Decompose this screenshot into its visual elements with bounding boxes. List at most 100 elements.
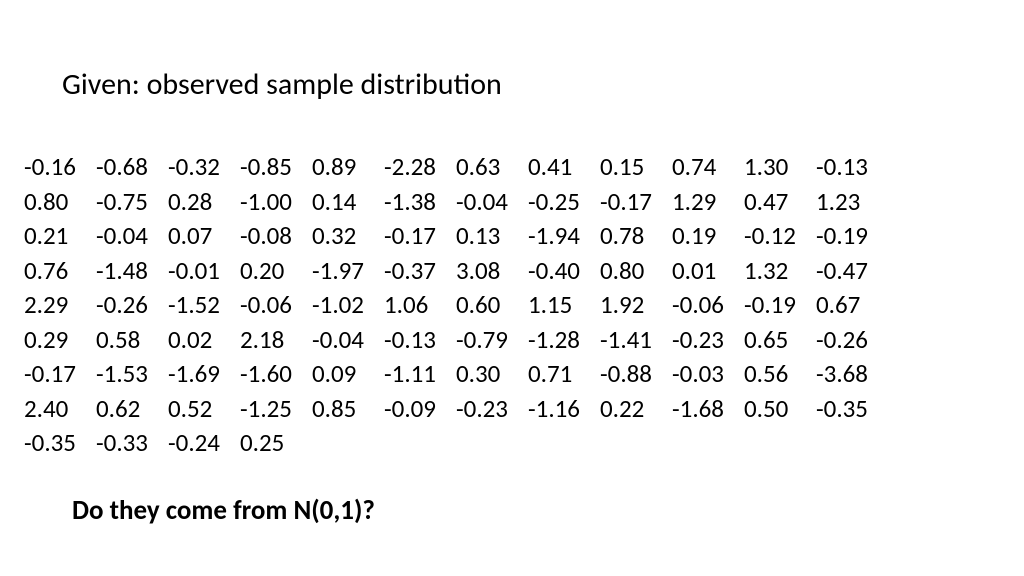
table-cell: 0.13 (456, 219, 528, 254)
table-cell: 2.18 (240, 323, 312, 358)
table-cell: 0.67 (816, 288, 888, 323)
table-cell: 0.01 (672, 254, 744, 289)
table-cell (384, 426, 456, 461)
table-cell: 0.78 (600, 219, 672, 254)
table-cell: -0.35 (816, 392, 888, 427)
table-cell (600, 426, 672, 461)
table-cell: -0.17 (24, 357, 96, 392)
table-cell: 0.32 (312, 219, 384, 254)
table-cell (528, 426, 600, 461)
table-cell: 2.40 (24, 392, 96, 427)
table-cell: -0.09 (384, 392, 456, 427)
table-cell: 0.71 (528, 357, 600, 392)
table-cell: -0.06 (240, 288, 312, 323)
table-cell: -1.02 (312, 288, 384, 323)
table-cell: 1.30 (744, 150, 816, 185)
table-cell: 0.89 (312, 150, 384, 185)
table-cell: -1.97 (312, 254, 384, 289)
table-cell: 0.58 (96, 323, 168, 358)
table-cell: -1.38 (384, 185, 456, 220)
table-cell: 0.50 (744, 392, 816, 427)
table-cell: -1.25 (240, 392, 312, 427)
table-cell: -0.32 (168, 150, 240, 185)
table-cell: -0.79 (456, 323, 528, 358)
table-cell: -0.85 (240, 150, 312, 185)
table-cell: -3.68 (816, 357, 888, 392)
table-cell: -0.12 (744, 219, 816, 254)
table-cell: -0.25 (528, 185, 600, 220)
table-cell: -0.13 (816, 150, 888, 185)
table-cell: -0.03 (672, 357, 744, 392)
table-cell: -1.60 (240, 357, 312, 392)
table-cell: -0.47 (816, 254, 888, 289)
data-block: -0.16-0.68-0.32-0.850.89-2.280.630.410.1… (24, 150, 1004, 461)
table-cell: -0.17 (384, 219, 456, 254)
table-cell: -1.53 (96, 357, 168, 392)
slide-question: Do they come from N(0,1)? (72, 494, 375, 527)
table-cell: 0.22 (600, 392, 672, 427)
table-cell: 0.65 (744, 323, 816, 358)
table-cell: 0.21 (24, 219, 96, 254)
table-cell: 0.56 (744, 357, 816, 392)
table-cell: 0.07 (168, 219, 240, 254)
table-cell: -0.23 (456, 392, 528, 427)
table-row: -0.35-0.33-0.240.25 (24, 426, 888, 461)
table-cell (816, 426, 888, 461)
table-cell: -0.08 (240, 219, 312, 254)
table-cell: 0.29 (24, 323, 96, 358)
table-cell: 0.76 (24, 254, 96, 289)
table-cell: 0.20 (240, 254, 312, 289)
table-cell: -0.13 (384, 323, 456, 358)
table-cell: 0.47 (744, 185, 816, 220)
table-cell: -0.88 (600, 357, 672, 392)
table-cell: 1.29 (672, 185, 744, 220)
table-cell: 0.60 (456, 288, 528, 323)
table-cell: 0.52 (168, 392, 240, 427)
table-cell: -0.68 (96, 150, 168, 185)
table-cell: -0.16 (24, 150, 96, 185)
table-cell: 0.28 (168, 185, 240, 220)
table-cell (744, 426, 816, 461)
table-cell: -1.00 (240, 185, 312, 220)
table-cell: 0.09 (312, 357, 384, 392)
table-cell: -1.94 (528, 219, 600, 254)
table-cell: -1.68 (672, 392, 744, 427)
table-cell: 3.08 (456, 254, 528, 289)
table-cell: -0.19 (816, 219, 888, 254)
table-cell: 1.15 (528, 288, 600, 323)
table-cell: -1.48 (96, 254, 168, 289)
table-cell: -0.23 (672, 323, 744, 358)
table-cell (456, 426, 528, 461)
table-row: 2.29-0.26-1.52-0.06-1.021.060.601.151.92… (24, 288, 888, 323)
table-cell: -0.26 (96, 288, 168, 323)
table-cell: -0.26 (816, 323, 888, 358)
table-row: 0.80-0.750.28-1.000.14-1.38-0.04-0.25-0.… (24, 185, 888, 220)
table-cell: 1.32 (744, 254, 816, 289)
table-cell: -0.04 (456, 185, 528, 220)
table-cell: 0.80 (600, 254, 672, 289)
table-row: 0.76-1.48-0.010.20-1.97-0.373.08-0.400.8… (24, 254, 888, 289)
table-cell: 0.14 (312, 185, 384, 220)
table-cell: -1.28 (528, 323, 600, 358)
table-row: 2.400.620.52-1.250.85-0.09-0.23-1.160.22… (24, 392, 888, 427)
table-cell: 0.15 (600, 150, 672, 185)
table-cell: -2.28 (384, 150, 456, 185)
table-cell: -1.41 (600, 323, 672, 358)
sample-data-table: -0.16-0.68-0.32-0.850.89-2.280.630.410.1… (24, 150, 888, 461)
table-row: -0.17-1.53-1.69-1.600.09-1.110.300.71-0.… (24, 357, 888, 392)
table-cell: -0.33 (96, 426, 168, 461)
table-cell: -0.40 (528, 254, 600, 289)
table-cell: -1.11 (384, 357, 456, 392)
table-row: 0.290.580.022.18-0.04-0.13-0.79-1.28-1.4… (24, 323, 888, 358)
table-cell: -1.16 (528, 392, 600, 427)
table-cell: 1.06 (384, 288, 456, 323)
table-row: -0.16-0.68-0.32-0.850.89-2.280.630.410.1… (24, 150, 888, 185)
table-cell: 0.30 (456, 357, 528, 392)
table-row: 0.21-0.040.07-0.080.32-0.170.13-1.940.78… (24, 219, 888, 254)
table-cell: -0.17 (600, 185, 672, 220)
table-cell: -0.19 (744, 288, 816, 323)
slide: Given: observed sample distribution -0.1… (0, 0, 1024, 576)
table-cell: 2.29 (24, 288, 96, 323)
table-cell: -0.35 (24, 426, 96, 461)
table-cell: 0.63 (456, 150, 528, 185)
